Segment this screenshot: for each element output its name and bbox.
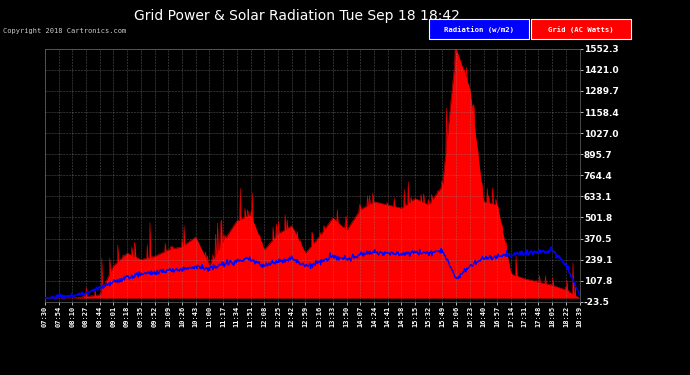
Text: Radiation (w/m2): Radiation (w/m2): [444, 26, 514, 33]
Text: Grid Power & Solar Radiation Tue Sep 18 18:42: Grid Power & Solar Radiation Tue Sep 18 …: [134, 9, 460, 23]
Text: Grid (AC Watts): Grid (AC Watts): [548, 26, 613, 33]
Text: Copyright 2018 Cartronics.com: Copyright 2018 Cartronics.com: [3, 28, 127, 34]
